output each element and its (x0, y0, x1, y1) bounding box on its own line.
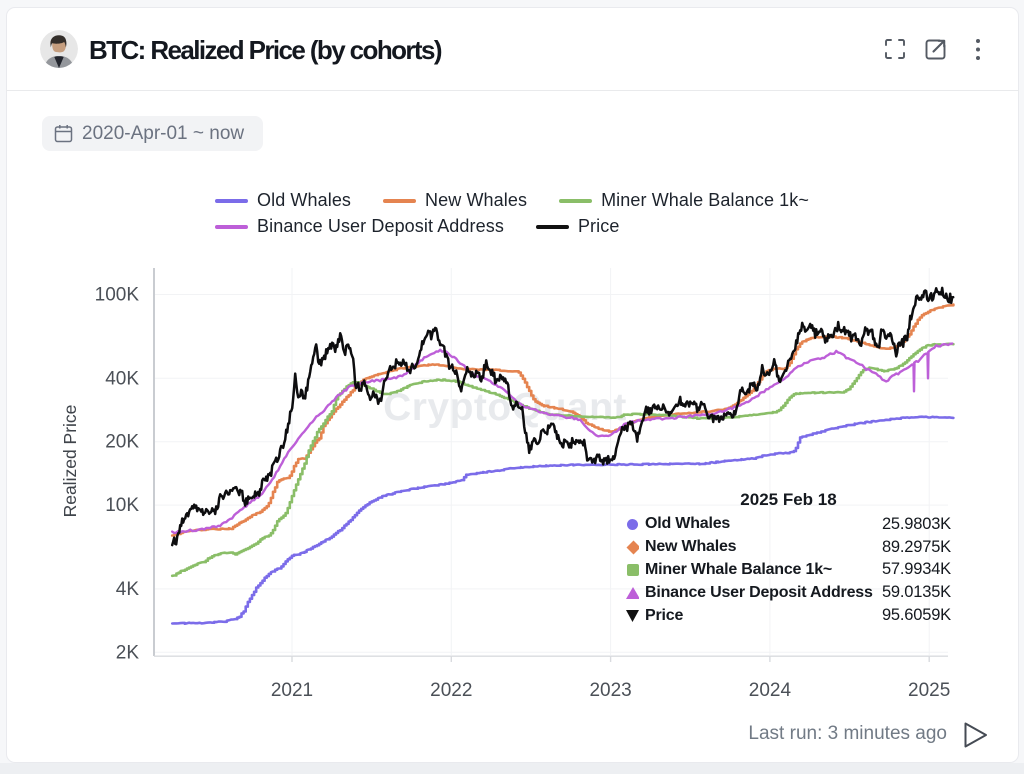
svg-text:Realized Price: Realized Price (60, 405, 80, 518)
svg-text:4K: 4K (116, 579, 140, 600)
svg-text:100K: 100K (95, 285, 140, 306)
svg-text:2024: 2024 (749, 680, 792, 701)
svg-text:40K: 40K (105, 368, 139, 389)
svg-text:2023: 2023 (589, 680, 631, 701)
svg-text:2025: 2025 (908, 680, 950, 701)
svg-text:2022: 2022 (430, 680, 472, 701)
svg-text:20K: 20K (105, 432, 139, 453)
svg-text:CryptoQuant: CryptoQuant (383, 386, 627, 429)
svg-text:10K: 10K (105, 495, 139, 516)
svg-text:2K: 2K (116, 642, 140, 663)
svg-text:2021: 2021 (271, 680, 313, 701)
